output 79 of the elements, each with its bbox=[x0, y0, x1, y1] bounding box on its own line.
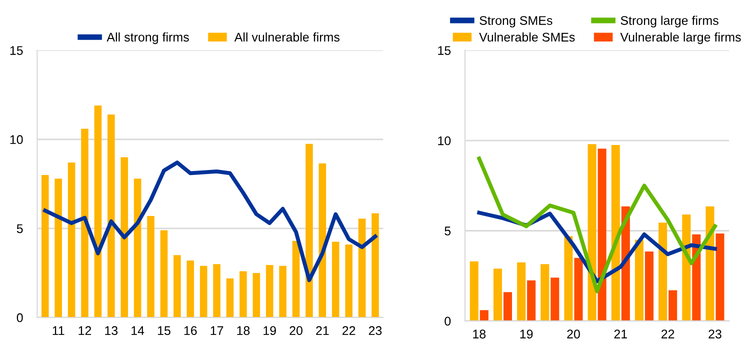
x-tick-label: 11 bbox=[52, 326, 64, 335]
y-tick-label: 15 bbox=[10, 46, 23, 55]
x-tick-label: 20 bbox=[290, 326, 302, 336]
bar bbox=[174, 255, 181, 318]
bar bbox=[134, 178, 142, 318]
bar bbox=[266, 264, 274, 318]
x-tick-label: 18 bbox=[237, 326, 250, 336]
y-tick-label: 0 bbox=[444, 316, 451, 326]
x-tick-label: 22 bbox=[661, 330, 674, 338]
x-tick-label: 14 bbox=[132, 326, 144, 335]
bar bbox=[54, 178, 62, 318]
bar bbox=[716, 233, 724, 321]
line-series bbox=[43, 160, 378, 282]
bar bbox=[292, 240, 300, 318]
x-tick-label: 23 bbox=[368, 326, 382, 336]
bar bbox=[120, 157, 128, 318]
x-tick-label: 18 bbox=[473, 330, 486, 338]
line-series bbox=[477, 156, 717, 294]
x-tick-label: 19 bbox=[264, 326, 276, 336]
legend-label: All vulnerable firms bbox=[234, 32, 340, 42]
bar bbox=[252, 272, 260, 318]
bar bbox=[186, 260, 194, 318]
y-tick-label: 15 bbox=[438, 46, 451, 55]
x-tick-label: 19 bbox=[520, 330, 533, 338]
bar bbox=[493, 268, 502, 321]
legend-label: Vulnerable large firms bbox=[620, 32, 741, 44]
y-tick-label: 5 bbox=[16, 224, 23, 234]
y-tick-label: 0 bbox=[16, 313, 23, 322]
bar bbox=[41, 175, 49, 318]
bar bbox=[372, 213, 379, 318]
bar bbox=[634, 240, 644, 321]
x-tick-label: 13 bbox=[105, 326, 118, 336]
bar bbox=[160, 230, 168, 318]
bar bbox=[611, 145, 620, 321]
bar bbox=[108, 114, 115, 318]
bar bbox=[574, 258, 583, 321]
legend-label: Strong large firms bbox=[620, 16, 718, 28]
bar bbox=[226, 278, 234, 318]
x-tick-label: 16 bbox=[184, 326, 197, 336]
legend-label: All strong firms bbox=[106, 32, 189, 44]
x-tick-label: 20 bbox=[567, 330, 580, 338]
x-tick-label: 22 bbox=[342, 326, 356, 335]
bar bbox=[306, 144, 313, 318]
bar bbox=[94, 106, 102, 318]
bar bbox=[279, 266, 286, 318]
bar bbox=[658, 222, 668, 321]
bar bbox=[706, 206, 714, 321]
bar bbox=[240, 271, 247, 318]
x-tick-label: 21 bbox=[614, 330, 627, 338]
y-tick-label: 5 bbox=[444, 226, 451, 236]
x-tick-label: 17 bbox=[210, 326, 224, 335]
bar bbox=[550, 278, 560, 321]
y-tick-label: 10 bbox=[438, 136, 451, 146]
bar bbox=[480, 310, 488, 321]
bar bbox=[470, 261, 478, 321]
legend-label: Strong SMEs bbox=[480, 16, 552, 28]
bar bbox=[540, 264, 550, 321]
bar bbox=[668, 290, 678, 321]
y-tick-label: 10 bbox=[10, 135, 23, 144]
bar bbox=[588, 144, 596, 321]
x-tick-label: 15 bbox=[158, 326, 170, 336]
bar bbox=[332, 242, 340, 318]
x-tick-label: 21 bbox=[316, 326, 329, 335]
bar bbox=[345, 244, 352, 318]
bar bbox=[564, 236, 573, 321]
bar bbox=[81, 128, 88, 318]
bar bbox=[598, 148, 606, 321]
bar bbox=[517, 262, 526, 321]
bar bbox=[644, 252, 654, 321]
x-tick-label: 12 bbox=[78, 326, 92, 335]
bar bbox=[200, 266, 208, 318]
bar bbox=[213, 264, 220, 318]
bar bbox=[527, 280, 536, 321]
bar bbox=[68, 162, 76, 318]
x-tick-label: 23 bbox=[708, 330, 722, 338]
bar bbox=[503, 292, 512, 321]
legend-label: Vulnerable SMEs bbox=[479, 32, 575, 42]
bar bbox=[147, 216, 154, 318]
bar bbox=[358, 218, 366, 318]
